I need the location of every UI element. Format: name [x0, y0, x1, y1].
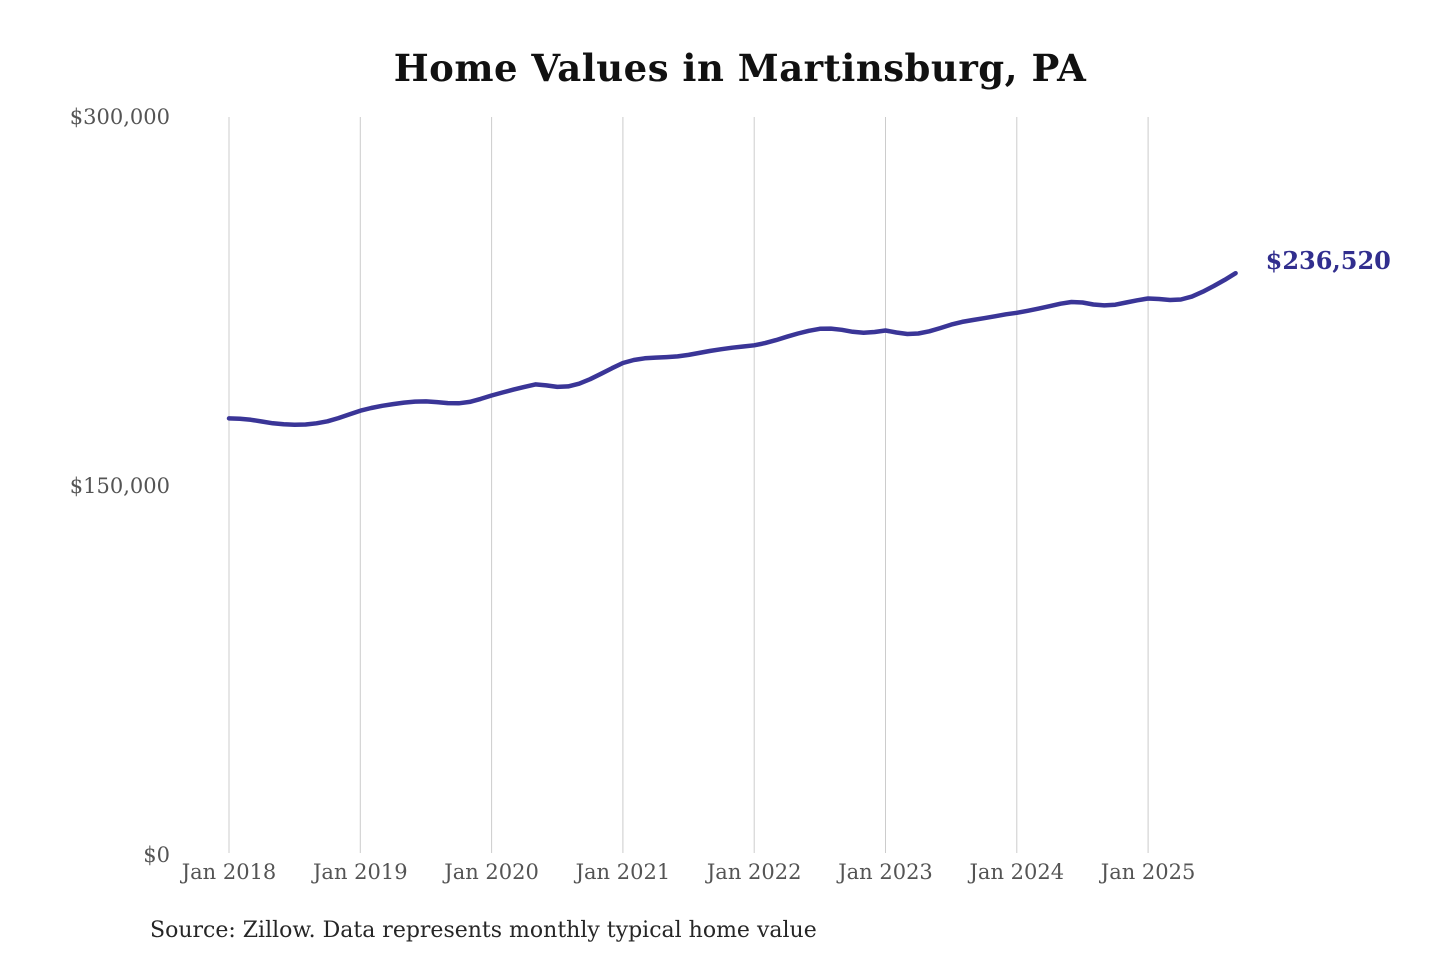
x-axis-tick-label: Jan 2020 — [444, 860, 539, 884]
source-note: Source: Zillow. Data represents monthly … — [150, 918, 817, 943]
y-axis-tick-label: $0 — [143, 843, 170, 867]
latest-value-label: $236,520 — [1265, 246, 1391, 276]
y-axis-tick-label: $300,000 — [69, 105, 170, 129]
x-axis-tick-label: Jan 2019 — [313, 860, 408, 884]
x-axis-tick-label: Jan 2025 — [1100, 860, 1196, 884]
x-axis-tick-label: Jan 2018 — [181, 860, 277, 884]
x-axis-tick-label: Jan 2024 — [969, 860, 1065, 884]
home-value-line — [226, 270, 1238, 427]
x-axis-tick-label: Jan 2022 — [706, 860, 802, 884]
y-axis-tick-label: $150,000 — [69, 474, 170, 498]
chart-title: Home Values in Martinsburg, PA — [393, 46, 1087, 90]
x-axis-tick-label: Jan 2023 — [838, 860, 933, 884]
x-axis-tick-label: Jan 2021 — [575, 860, 671, 884]
